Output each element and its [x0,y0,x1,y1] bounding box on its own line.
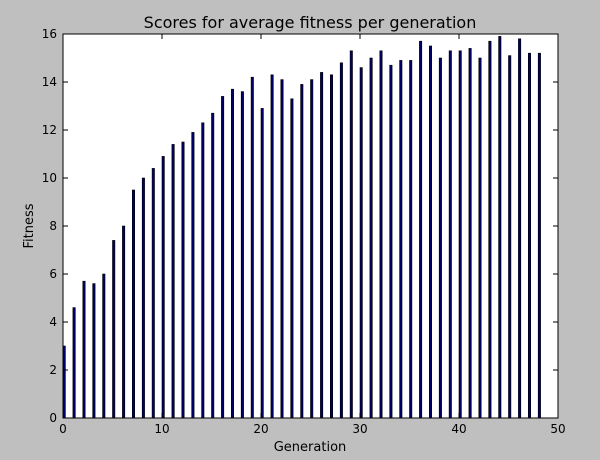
x-tick-label: 50 [550,422,565,436]
bar-gen-37 [428,45,432,419]
bar-gen-27 [329,74,333,419]
plot-frame [62,33,559,419]
bar-gen-42 [478,57,482,419]
bar-gen-34 [399,60,403,419]
bar-gen-38 [438,57,442,419]
bar-gen-14 [201,122,205,419]
bar-gen-36 [419,40,423,419]
bar-gen-20 [260,108,264,419]
bar-gen-10 [161,156,165,419]
y-tick-label: 12 [42,123,57,137]
bar-gen-23 [290,98,294,419]
bar-gen-48 [537,52,541,419]
bar-gen-9 [151,168,155,419]
bar-gen-13 [191,132,195,419]
bar-gen-32 [379,50,383,419]
bar-gen-5 [112,240,116,419]
bar-gen-28 [339,62,343,419]
bar-gen-7 [132,189,136,419]
x-tick-label: 30 [352,422,367,436]
bar-gen-33 [389,64,393,419]
x-axis-label: Generation [274,440,347,455]
y-axis-label: Fitness [22,203,37,248]
bar-gen-30 [359,67,363,419]
bar-gen-31 [369,57,373,419]
bar-gen-22 [280,79,284,419]
bar-gen-12 [181,141,185,419]
bar-gen-1 [72,307,76,419]
y-tick-label: 16 [42,27,57,41]
bars-group [62,36,541,419]
bar-gen-41 [468,48,472,419]
chart-title: Scores for average fitness per generatio… [144,13,477,32]
bar-gen-18 [240,91,244,419]
y-tick-label: 6 [49,267,57,281]
bar-gen-11 [171,144,175,419]
bar-gen-39 [448,50,452,419]
y-tick-label: 14 [42,75,57,89]
bar-gen-35 [409,60,413,419]
bar-gen-43 [488,40,492,419]
x-tick-label: 0 [59,422,67,436]
bar-gen-24 [300,84,304,419]
y-tick-label: 10 [42,171,57,185]
bar-gen-47 [527,52,531,419]
bar-gen-40 [458,50,462,419]
bar-gen-29 [349,50,353,419]
x-tick-label: 20 [253,422,268,436]
bar-gen-46 [518,38,522,419]
x-tick-label: 10 [154,422,169,436]
bar-gen-4 [102,273,106,419]
bar-gen-19 [250,76,254,419]
bar-gen-21 [270,74,274,419]
bar-gen-16 [221,96,225,419]
x-tick-label: 40 [451,422,466,436]
bar-gen-44 [498,36,502,419]
y-tick-label: 2 [49,363,57,377]
bar-gen-8 [141,177,145,419]
bar-gen-25 [310,79,314,419]
ticks-group: 0 10 20 30 40 50 0 2 4 6 8 10 12 14 16 [42,27,566,436]
bar-gen-45 [508,55,512,419]
y-tick-label: 0 [49,411,57,425]
y-tick-label: 8 [49,219,57,233]
bar-gen-3 [92,283,96,419]
bar-gen-6 [122,225,126,419]
bar-gen-15 [211,112,215,419]
bar-gen-17 [231,88,235,419]
y-tick-label: 4 [49,315,57,329]
bar-gen-26 [320,72,324,419]
bar-gen-2 [82,280,86,419]
